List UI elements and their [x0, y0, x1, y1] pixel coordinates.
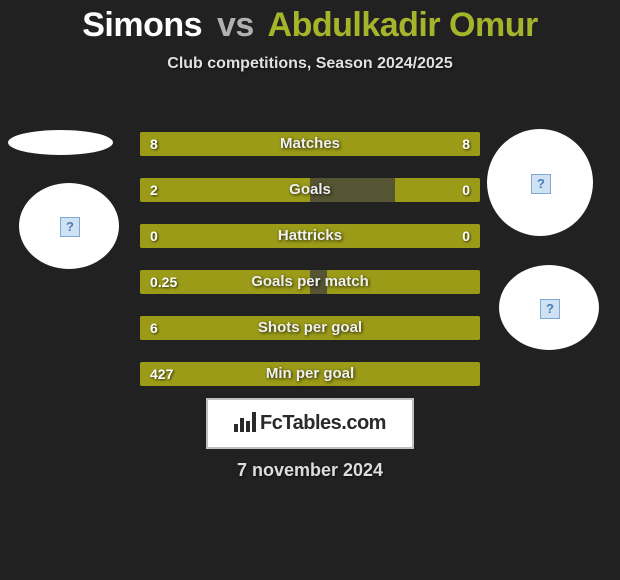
site-name: FcTables.com — [260, 412, 386, 434]
metric-row: 6Shots per goal — [140, 316, 480, 340]
snapshot-date: 7 november 2024 — [0, 460, 620, 481]
chart-icon — [234, 412, 256, 432]
metric-label: Matches — [140, 132, 480, 156]
metric-label: Goals — [140, 178, 480, 202]
player2-photo: ? — [487, 129, 593, 236]
player1-name: Simons — [82, 6, 202, 44]
player2-name: Abdulkadir Omur — [268, 6, 538, 44]
metric-row: 427Min per goal — [140, 362, 480, 386]
player2-club-logo: ? — [499, 265, 599, 350]
placeholder-icon: ? — [531, 174, 551, 194]
comparison-subtitle: Club competitions, Season 2024/2025 — [0, 55, 620, 73]
metric-label: Min per goal — [140, 362, 480, 386]
metric-row: 0.25Goals per match — [140, 270, 480, 294]
player1-club-logo: ? — [19, 183, 119, 269]
comparison-title: Simons vs Abdulkadir Omur — [0, 6, 620, 45]
metric-row: 20Goals — [140, 178, 480, 202]
site-pill: FcTables.com — [206, 398, 414, 449]
metric-label: Goals per match — [140, 270, 480, 294]
versus-text: vs — [217, 6, 254, 44]
metric-label: Hattricks — [140, 224, 480, 248]
player1-photo-ellipse — [8, 130, 113, 155]
site-badge: FcTables.com — [75, 398, 545, 452]
metric-rows: 88Matches 20Goals 00Hattricks 0.25Goals per… — [140, 132, 480, 408]
metric-label: Shots per goal — [140, 316, 480, 340]
metric-row: 00Hattricks — [140, 224, 480, 248]
metric-row: 88Matches — [140, 132, 480, 156]
placeholder-icon: ? — [60, 217, 80, 237]
placeholder-icon: ? — [540, 299, 560, 319]
